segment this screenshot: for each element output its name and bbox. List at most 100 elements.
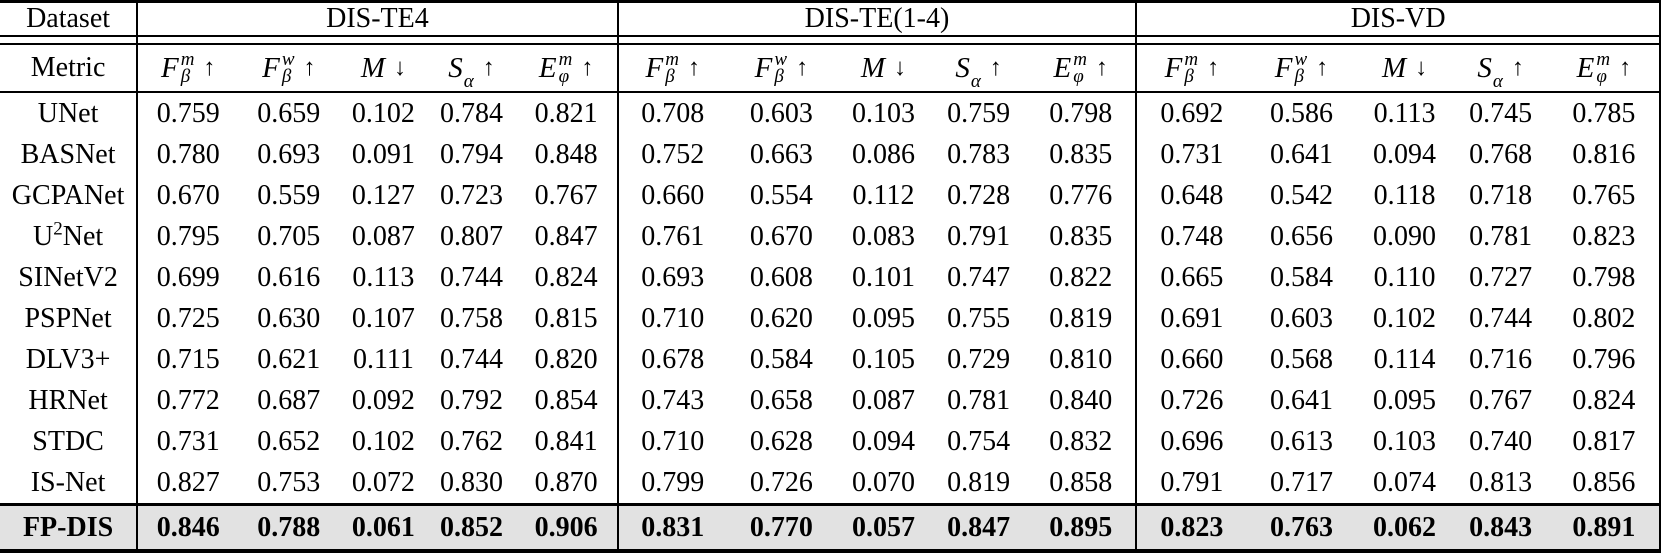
value-cell-te4: 0.113 [352,261,415,293]
value-cell-te14: 0.678 [641,343,705,375]
value-cell-te14: 0.693 [641,261,705,293]
double-rule-segment [0,35,139,45]
value-cell-te4: 0.087 [351,220,415,252]
value-cell-vd: 0.665 [1160,261,1224,293]
value-cell-te4: 0.621 [257,343,321,375]
value-cell-vd: 0.731 [1160,138,1224,170]
value-cell-te14: 0.895 [1026,503,1138,551]
value-cell-te14: 0.658 [749,384,813,416]
value-cell-te4: 0.852 [427,503,516,551]
value-cell-te14: 0.112 [852,179,915,211]
value-cell-te14: 0.620 [749,302,813,334]
value-cell-te4: 0.815 [515,298,619,339]
double-rule-segment [137,35,619,45]
table-row: STDC 0.731 0.652 0.102 0.762 0.841 0.710 0.628 0… [0,421,1661,462]
up-arrow-icon: ↑ [203,54,216,81]
value-cell-vd: 0.062 [1356,503,1453,551]
value-cell-te4: 0.847 [515,216,619,257]
metric-header-te4-col3: M ↓ [339,44,428,93]
value-cell-te14: 0.761 [641,220,705,252]
value-cell-te14: 0.810 [1026,339,1138,380]
value-cell-vd: 0.796 [1548,339,1661,380]
value-cell-te4: 0.744 [440,261,503,293]
value-cell-te14: 0.603 [749,97,813,129]
value-cell-vd: 0.785 [1548,92,1661,134]
value-cell-te4: 0.091 [351,138,415,170]
method-name: UNet [0,92,139,134]
up-arrow-icon: ↑ [1207,54,1220,81]
value-cell-te14: 0.858 [1026,462,1138,505]
value-cell-vd: 0.891 [1548,503,1661,551]
value-cell-te14: 0.083 [851,220,915,252]
value-cell-te4: 0.715 [156,343,220,375]
method-name: DLV3+ [0,339,139,380]
value-cell-te4: 0.731 [156,425,220,457]
value-cell-te14: 0.094 [851,425,915,457]
table-row: PSPNet 0.725 0.630 0.107 0.758 0.815 0.710 0.62… [0,298,1661,339]
value-cell-vd: 0.074 [1373,466,1437,498]
value-cell-vd: 0.781 [1469,220,1533,252]
method-name: PSPNet [0,298,139,339]
value-cell-te14: 0.584 [749,343,813,375]
metric-math-label: M ↓ [1381,51,1428,84]
value-cell-te4: 0.792 [440,384,503,416]
value-cell-vd: 0.798 [1548,257,1661,298]
value-cell-te4: 0.841 [515,421,619,462]
value-cell-te14: 0.087 [851,384,915,416]
value-cell-te4: 0.906 [515,503,619,551]
value-cell-vd: 0.824 [1548,380,1661,421]
section-header-dis-te4: DIS-TE4 [137,1,619,36]
value-cell-te4: 0.744 [440,343,503,375]
value-cell-te14: 0.101 [851,261,915,293]
table-row: SINetV2 0.699 0.616 0.113 0.744 0.824 0.693 0.6… [0,257,1661,298]
method-name: IS-Net [0,462,139,505]
metric-header-te14-col3: M ↓ [835,44,932,93]
value-cell-vd: 0.103 [1373,425,1437,457]
up-arrow-icon: ↑ [482,54,495,81]
value-cell-te4: 0.788 [238,503,340,551]
value-cell-te4: 0.127 [351,179,415,211]
value-cell-vd: 0.718 [1469,179,1533,211]
double-rule-segment [617,35,1138,45]
value-cell-te14: 0.726 [749,466,813,498]
value-cell-te14: 0.708 [641,97,705,129]
up-arrow-icon: ↑ [989,54,1002,81]
value-cell-te4: 0.807 [440,220,503,252]
value-cell-vd: 0.613 [1269,425,1333,457]
value-cell-vd: 0.656 [1269,220,1333,252]
value-cell-te4: 0.693 [257,138,321,170]
method-name: BASNet [0,134,139,175]
up-arrow-icon: ↑ [581,54,594,81]
value-cell-te14: 0.831 [617,503,727,551]
value-cell-vd: 0.716 [1469,343,1533,375]
value-cell-te4: 0.102 [351,97,415,129]
up-arrow-icon: ↑ [1619,54,1632,81]
value-cell-vd: 0.691 [1160,302,1224,334]
value-cell-vd: 0.717 [1269,466,1333,498]
value-cell-te4: 0.652 [257,425,321,457]
up-arrow-icon: ↑ [303,54,316,81]
value-cell-vd: 0.586 [1269,97,1333,129]
value-cell-te14: 0.791 [947,220,1011,252]
value-cell-te4: 0.072 [351,466,415,498]
metric-math-label: M ↓ [860,51,907,84]
metric-row-label: Metric [0,44,139,93]
value-cell-te14: 0.710 [641,425,705,457]
value-cell-te14: 0.660 [641,179,705,211]
value-cell-te4: 0.784 [440,97,503,129]
value-cell-vd: 0.090 [1373,220,1437,252]
method-name: STDC [0,421,139,462]
value-cell-te14: 0.095 [851,302,915,334]
table-row: GCPANet 0.670 0.559 0.127 0.723 0.767 0.660 0.5… [0,175,1661,216]
value-cell-te14: 0.663 [749,138,813,170]
